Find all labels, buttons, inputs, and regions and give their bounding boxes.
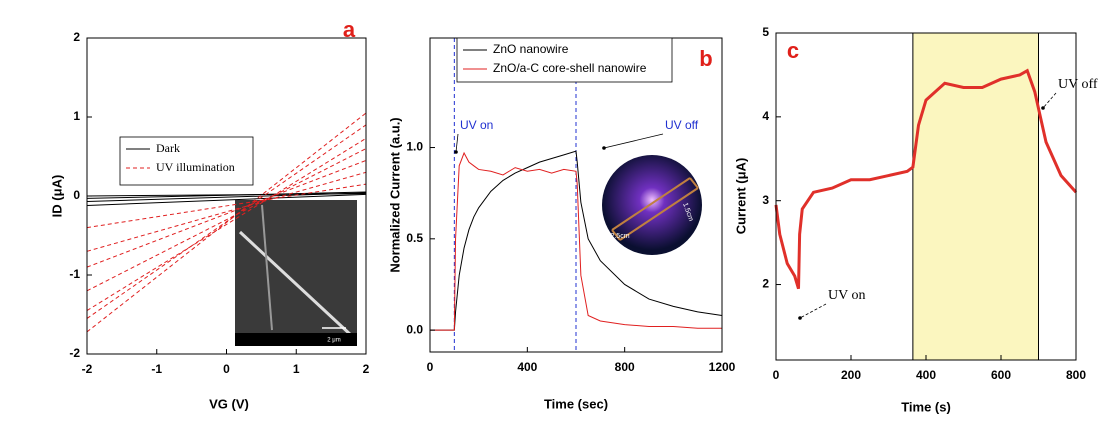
data-line [86,171,367,252]
data-line [430,150,723,331]
inset-label: 2.5cm [610,233,629,240]
data-line [86,124,367,319]
annotation-arrow [799,303,827,319]
x-tick-label: 400 [517,360,537,374]
x-tick-label: 2 [363,362,370,376]
inset-device [611,177,699,241]
x-tick-label: 0 [427,360,434,374]
inset-image [602,155,702,255]
legend-label: ZnO/a-C core-shell nanowire [493,61,647,75]
x-tick-label: 800 [1066,368,1086,382]
y-tick-label: 4 [762,109,769,123]
y-tick-label: 1 [73,109,80,123]
annotation: UV on [828,288,865,303]
arrow-head [454,150,458,154]
y-tick-label: 0.0 [406,322,423,336]
annotation-arrow [455,133,459,153]
data-line [86,193,367,197]
x-tick-label: 400 [916,368,936,382]
data-line [86,183,367,229]
x-tick-label: 1 [293,362,300,376]
x-tick-label: 0 [223,362,230,376]
annotation: UV off [665,118,699,132]
highlight-band [912,32,1039,361]
data-line [774,68,1078,290]
x-tick-label: 1200 [709,360,736,374]
x-tick-label: 800 [615,360,635,374]
arrow-head [798,316,802,320]
legend-label: UV illumination [156,160,235,174]
data-line [86,137,367,311]
y-axis-label: ID (μA) [49,175,64,218]
panel-label: c [787,38,799,63]
y-tick-label: 0 [73,188,80,202]
y-tick-label: -2 [69,346,80,360]
annotation: UV off [1058,77,1098,92]
legend-label: ZnO nanowire [493,42,569,56]
data-line [86,159,367,268]
inset-electrode [261,204,273,331]
x-tick-label: -1 [151,362,162,376]
legend-box [456,37,673,83]
x-tick-label: 200 [841,368,861,382]
y-tick-label: 2 [762,277,769,291]
panel-label: a [343,17,356,42]
y-tick-label: 2 [73,30,80,44]
data-line [86,193,367,206]
y-tick-label: 3 [762,193,769,207]
y-tick-label: 0.5 [406,231,423,245]
inset-bar [235,333,357,346]
y-tick-label: 5 [762,25,769,39]
arrow-head [1041,106,1045,110]
data-line [86,112,367,333]
data-line [430,151,722,331]
y-axis-label: Current (μA) [733,158,748,235]
x-axis-label: VG (V) [209,396,249,411]
inset-wire [238,230,354,338]
annotation-arrow [603,133,664,149]
panel-label: b [699,46,712,71]
y-tick-label: 1.0 [406,140,423,154]
legend-box [119,136,254,186]
x-tick-label: 600 [991,368,1011,382]
x-tick-label: -2 [82,362,93,376]
y-tick-label: -1 [69,267,80,281]
x-axis-label: Time (s) [901,399,951,414]
annotation: UV on [460,118,493,132]
x-axis-label: Time (sec) [544,396,608,411]
legend-label: Dark [156,141,180,155]
scale-label: 2 μm [327,338,340,344]
data-line [86,148,367,292]
arrow-head [602,146,606,150]
y-axis-label: Normalized Current (a.u.) [387,117,402,272]
x-tick-label: 0 [773,368,780,382]
annotation-arrow [1042,92,1057,109]
